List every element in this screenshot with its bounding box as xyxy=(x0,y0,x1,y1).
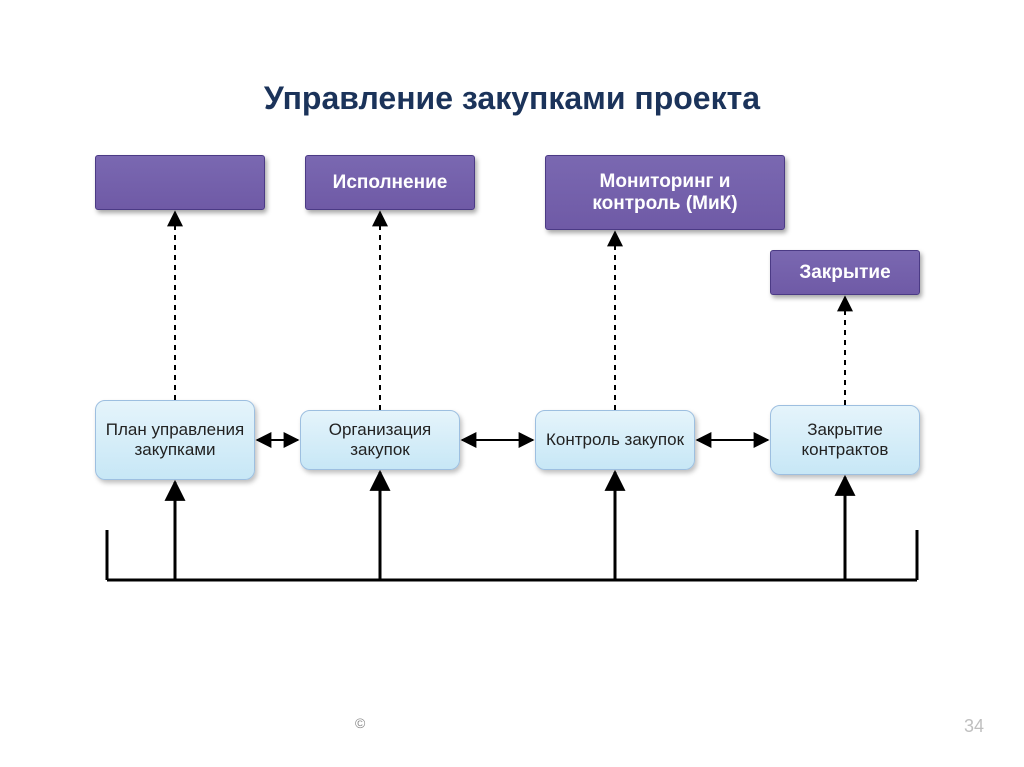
box-b3: Закрытие контрактов xyxy=(770,405,920,475)
box-p3: Закрытие xyxy=(770,250,920,295)
box-p2: Мониторинг и контроль (МиК) xyxy=(545,155,785,230)
box-p1: Исполнение xyxy=(305,155,475,210)
box-p0 xyxy=(95,155,265,210)
diagram-title: Управление закупками проекта xyxy=(0,80,1024,117)
box-b2: Контроль закупок xyxy=(535,410,695,470)
box-b1: Организация закупок xyxy=(300,410,460,470)
page-number: 34 xyxy=(964,716,984,737)
box-b0: План управления закупками xyxy=(95,400,255,480)
copyright-label: © xyxy=(355,715,365,731)
